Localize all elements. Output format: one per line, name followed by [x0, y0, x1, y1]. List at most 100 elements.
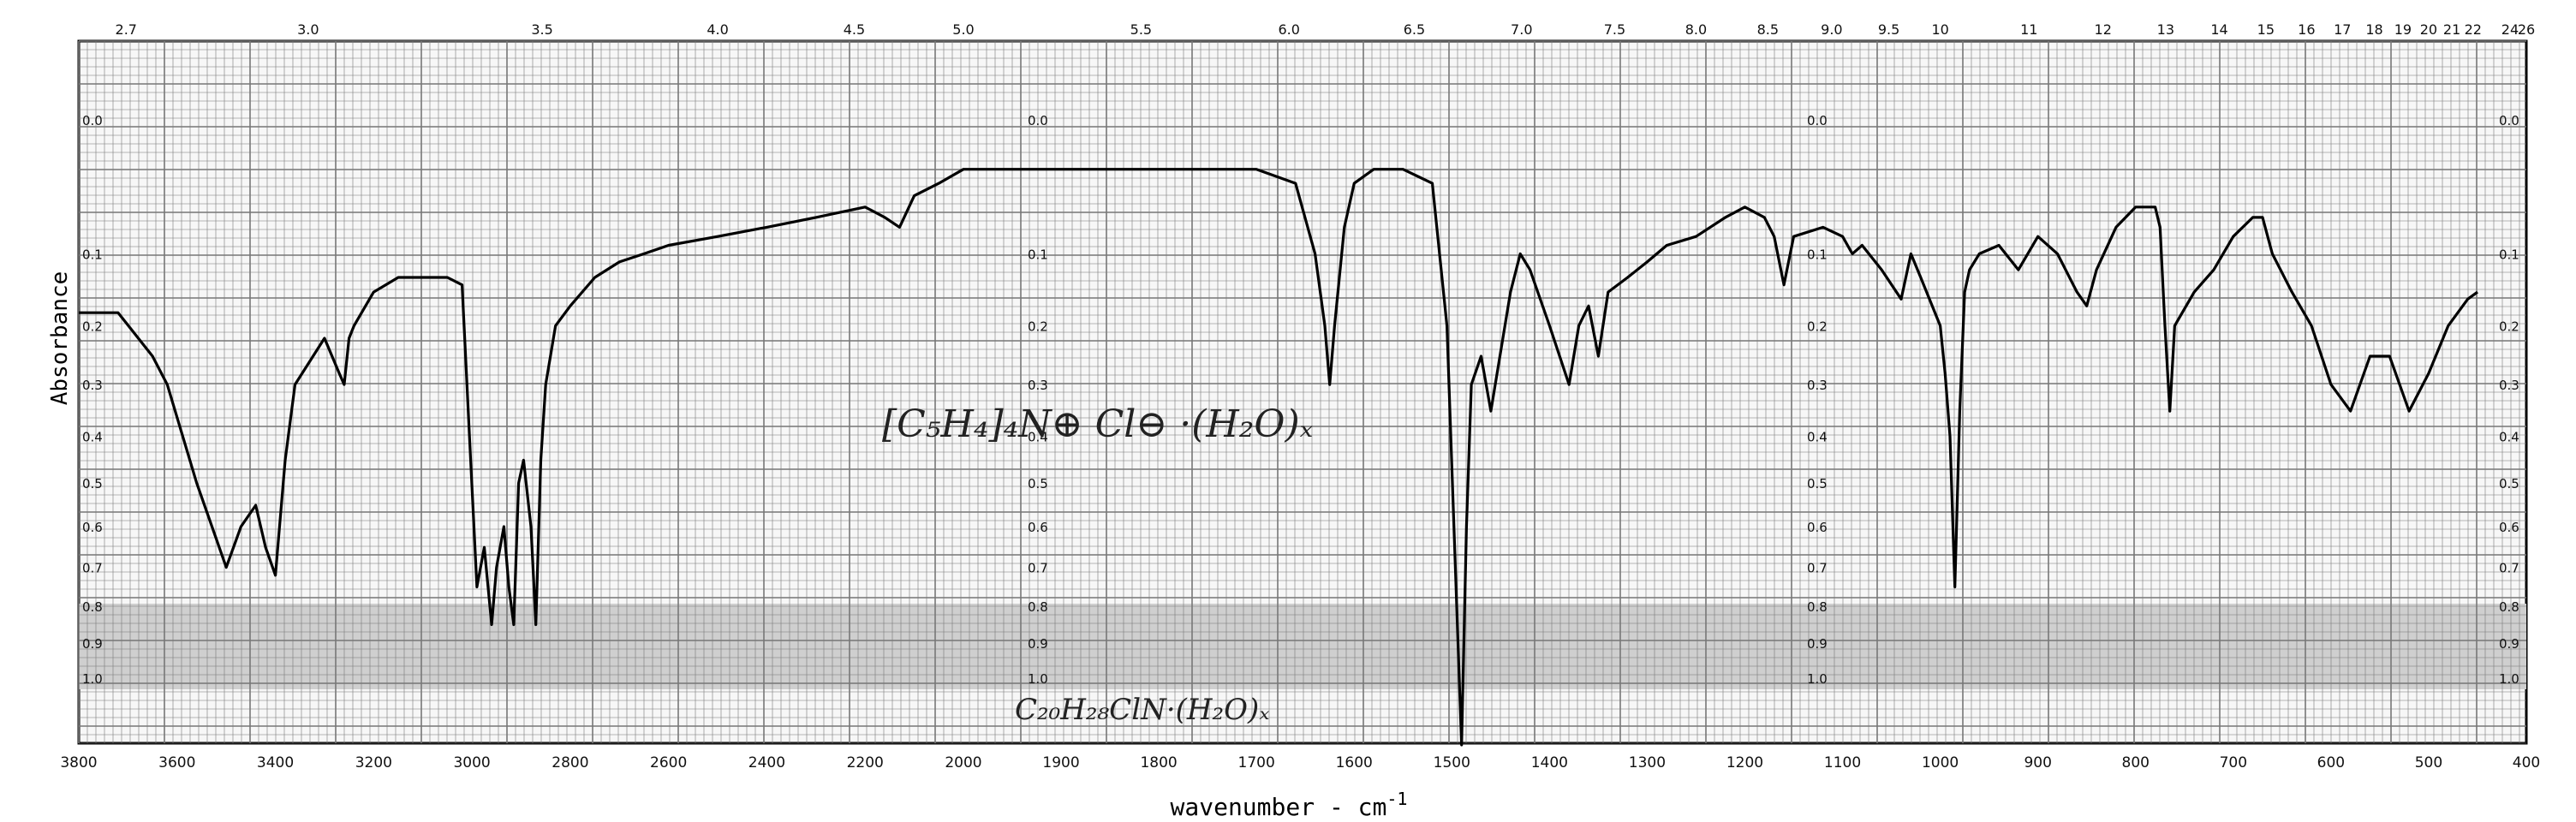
spectrum-line: [79, 168, 2478, 747]
y-tick-label: 0.1: [2499, 247, 2519, 262]
top-tick-label: 3.0: [297, 21, 319, 38]
x-axis-label: wavenumber - cm-1: [1171, 789, 1408, 821]
y-tick-label: 0.9: [82, 636, 103, 652]
y-tick-label: 0.1: [1028, 247, 1048, 262]
y-tick-label: 0.8: [1807, 599, 1828, 615]
top-tick-label: 7.5: [1604, 21, 1625, 38]
y-tick-label: 0.5: [2499, 476, 2519, 491]
y-tick-label: 0.6: [82, 520, 103, 535]
x-axis-label-text: wavenumber - cm: [1171, 793, 1387, 821]
y-tick-label: 1.0: [2499, 671, 2519, 687]
x-tick-label: 1800: [1140, 754, 1177, 771]
x-tick-label: 2400: [748, 754, 785, 771]
y-tick-label: 0.0: [2499, 113, 2519, 128]
y-tick-label: 1.0: [1028, 671, 1048, 687]
x-tick-label: 900: [2024, 754, 2051, 771]
y-tick-label: 0.8: [2499, 599, 2519, 615]
top-tick-label: 4.5: [844, 21, 865, 38]
y-tick-label: 0.8: [1028, 599, 1048, 615]
y-tick-label: 0.5: [82, 476, 103, 491]
top-tick-label: 21: [2443, 21, 2460, 38]
x-tick-label: 3200: [355, 754, 392, 771]
x-tick-label: 3000: [453, 754, 490, 771]
y-tick-label: 0.7: [1807, 561, 1828, 576]
y-tick-label: 0.5: [1807, 476, 1828, 491]
y-tick-label: 0.3: [1807, 378, 1828, 393]
x-tick-label: 2200: [847, 754, 884, 771]
top-tick-label: 11: [2020, 21, 2037, 38]
top-tick-label: 18: [2365, 21, 2382, 38]
y-tick-label: 0.4: [1807, 429, 1828, 444]
top-tick-label: 15: [2257, 21, 2275, 38]
y-tick-label: 0.2: [2499, 319, 2519, 334]
y-tick-label: 0.3: [82, 378, 103, 393]
y-tick-label: 0.9: [1807, 636, 1828, 652]
x-tick-label: 400: [2513, 754, 2540, 771]
y-tick-label: 0.5: [1028, 476, 1048, 491]
y-tick-label: 0.6: [1028, 520, 1048, 535]
x-tick-label: 700: [2220, 754, 2247, 771]
y-tick-label: 0.9: [1028, 636, 1048, 652]
x-tick-label: 1500: [1434, 754, 1470, 771]
x-tick-label: 3600: [158, 754, 195, 771]
top-tick-label: 9.5: [1878, 21, 1899, 38]
top-tick-label: 6.5: [1404, 21, 1425, 38]
y-tick-label: 0.0: [1028, 113, 1048, 128]
top-tick-label: 4.0: [707, 21, 728, 38]
x-tick-label: 2600: [650, 754, 687, 771]
y-tick-label: 0.3: [2499, 378, 2519, 393]
x-axis-label-exponent: -1: [1386, 789, 1407, 809]
top-tick-label: 7.0: [1511, 21, 1532, 38]
top-tick-label: 8.5: [1757, 21, 1779, 38]
y-tick-label: 0.4: [1028, 429, 1048, 444]
top-tick-label: 5.0: [952, 21, 974, 38]
x-tick-label: 1900: [1042, 754, 1079, 771]
x-tick-label: 2800: [552, 754, 588, 771]
y-tick-label: 0.2: [82, 319, 103, 334]
top-tick-label: 12: [2095, 21, 2112, 38]
x-tick-label: 1300: [1629, 754, 1666, 771]
y-tick-label: 0.7: [82, 561, 103, 576]
top-tick-label: 20: [2420, 21, 2437, 38]
top-tick-label: 8.0: [1685, 21, 1707, 38]
y-tick-label: 0.4: [2499, 429, 2519, 444]
y-axis-label: Absorbance: [47, 271, 73, 406]
y-tick-labels: 0.0 0.0 0.0 0.0 0.1 0.1 0.1 0.1 0.2 0.2 0.2 0.2 0.3 0…: [82, 113, 2519, 687]
x-tick-label: 1200: [1726, 754, 1763, 771]
annotation-structure: [C₅H₄]₄N⊕ Cl⊖ ·(H₂O)ₓ: [882, 402, 1314, 446]
y-tick-label: 0.1: [82, 247, 103, 262]
top-tick-label: 10: [1931, 21, 1948, 38]
x-tick-label: 1400: [1531, 754, 1568, 771]
x-tick-label: 2000: [945, 754, 981, 771]
chart-grid: [77, 39, 2528, 745]
top-tick-label: 17: [2334, 21, 2351, 38]
x-tick-labels: 3800 3600 3400 3200 3000 2800 2600 2400 2200 2000…: [60, 754, 2540, 771]
top-tick-label: 26: [2518, 21, 2535, 38]
y-tick-label: 0.4: [82, 429, 103, 444]
y-tick-label: 0.3: [1028, 378, 1048, 393]
y-tick-label: 0.2: [1028, 319, 1048, 334]
x-tick-label: 600: [2317, 754, 2345, 771]
top-tick-label: 16: [2298, 21, 2315, 38]
y-tick-label: 1.0: [82, 671, 103, 687]
top-tick-label: 13: [2157, 21, 2174, 38]
annotation-formula: C₂₀H₂₈ClN·(H₂O)ₓ: [1015, 693, 1269, 727]
y-tick-label: 0.9: [2499, 636, 2519, 652]
y-tick-label: 0.0: [1807, 113, 1828, 128]
top-tick-label: 3.5: [531, 21, 552, 38]
x-tick-label: 1700: [1238, 754, 1275, 771]
y-tick-label: 0.8: [82, 599, 103, 615]
top-tick-label: 19: [2394, 21, 2412, 38]
y-tick-label: 0.7: [2499, 561, 2519, 576]
x-tick-label: 500: [2415, 754, 2442, 771]
x-tick-label: 800: [2122, 754, 2150, 771]
x-tick-label: 1600: [1336, 754, 1373, 771]
top-tick-label: 22: [2465, 21, 2482, 38]
y-tick-label: 0.7: [1028, 561, 1048, 576]
top-tick-label: 14: [2210, 21, 2227, 38]
top-tick-label: 2.7: [116, 21, 137, 38]
x-tick-label: 1100: [1824, 754, 1861, 771]
shaded-band: [79, 604, 2526, 689]
top-tick-label: 5.5: [1130, 21, 1152, 38]
